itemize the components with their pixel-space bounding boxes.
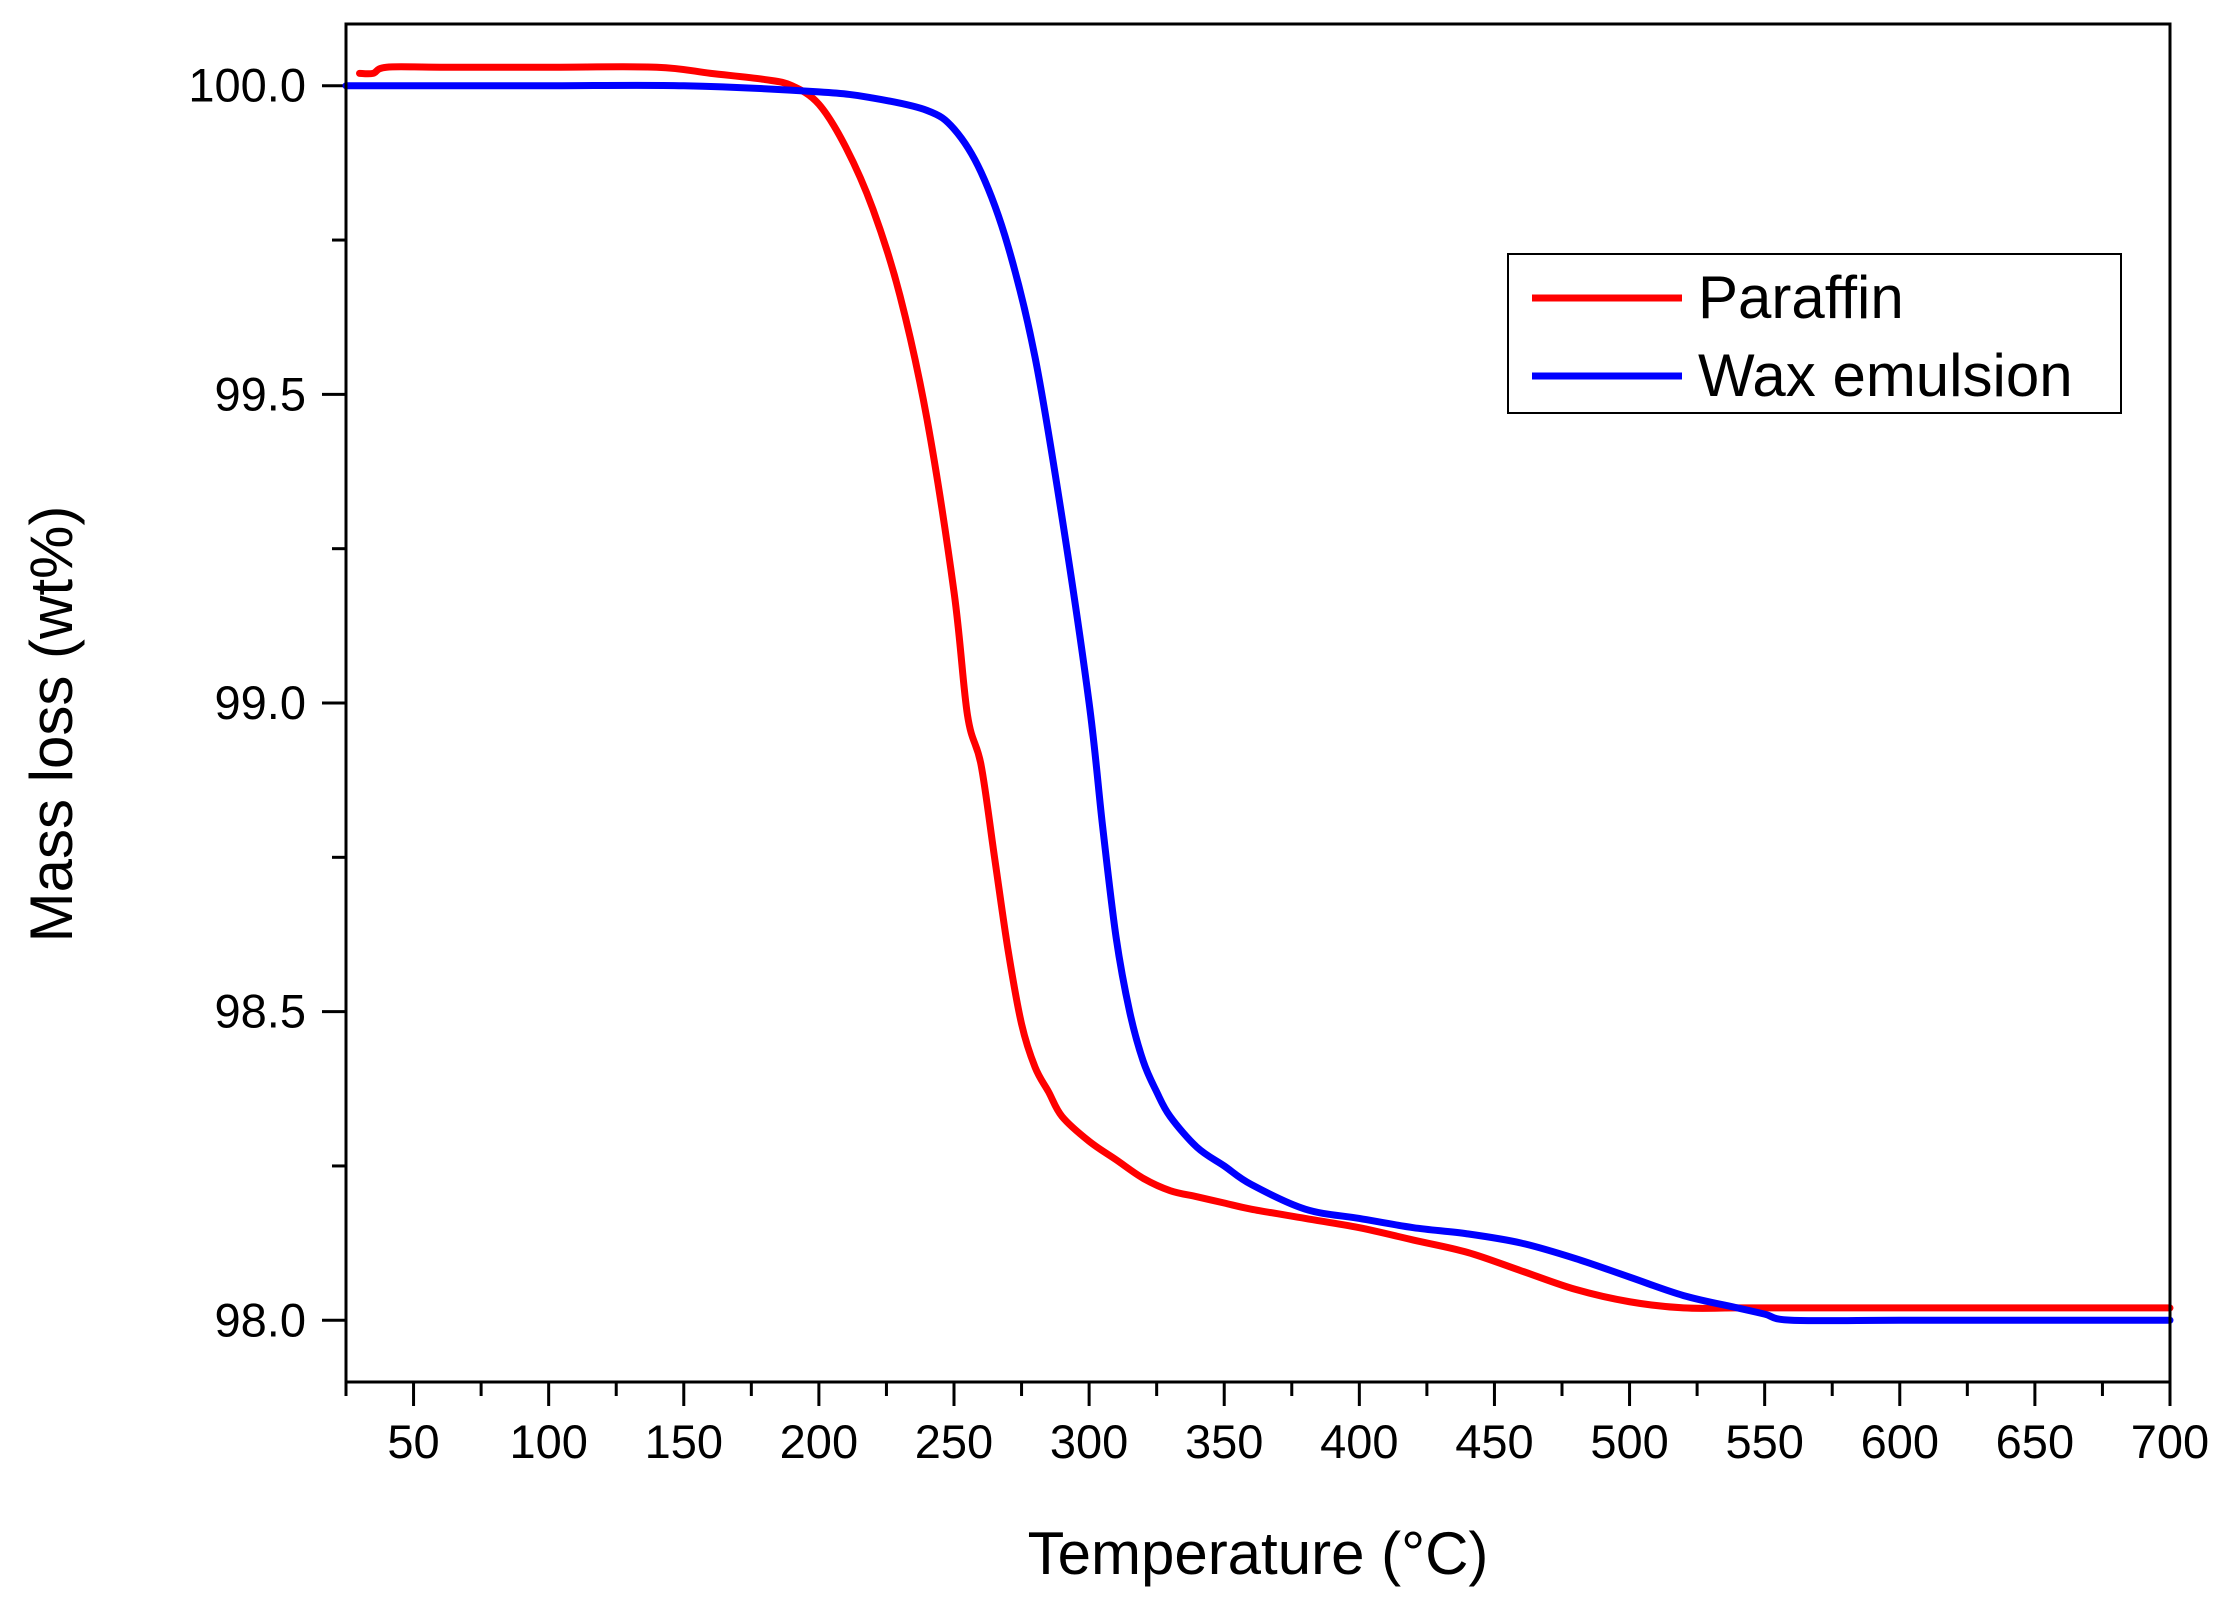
y-tick-label: 99.0 [215, 676, 306, 729]
plot-frame [344, 22, 2172, 1384]
series-line-paraffin [356, 63, 2174, 1312]
x-tick-label: 650 [1996, 1415, 2074, 1468]
x-tick-label: 200 [780, 1415, 858, 1468]
x-tick-label: 300 [1050, 1415, 1128, 1468]
y-axis-title: Mass loss (wt%) [18, 506, 85, 943]
x-tick-label: 350 [1185, 1415, 1263, 1468]
series-layer [342, 63, 2174, 1325]
x-tick-label: 150 [645, 1415, 723, 1468]
x-tick-label: 450 [1455, 1415, 1533, 1468]
legend-box [1507, 253, 2122, 414]
x-tick-label: 250 [915, 1415, 993, 1468]
x-axis-title: Temperature (°C) [1028, 1520, 1489, 1587]
x-tick-label: 550 [1725, 1415, 1803, 1468]
x-tick-label: 600 [1861, 1415, 1939, 1468]
y-tick-label: 100.0 [188, 59, 306, 112]
tick-labels: 50 100 150 200 250 300 350 400 450 500 550 600 650 70… [188, 59, 2209, 1468]
y-tick-label: 99.5 [215, 367, 306, 420]
legend-label-paraffin: Paraffin [1698, 264, 1904, 331]
x-tick-label: 100 [509, 1415, 587, 1468]
legend: Paraffin Wax emulsion [1507, 253, 2122, 414]
legend-label-wax-emulsion: Wax emulsion [1698, 342, 2073, 409]
y-tick-label: 98.5 [215, 985, 306, 1038]
x-tick-label: 400 [1320, 1415, 1398, 1468]
x-tick-label: 50 [387, 1415, 439, 1468]
y-tick-label: 98.0 [215, 1293, 306, 1346]
x-tick-label: 700 [2131, 1415, 2209, 1468]
series-line-wax-emulsion [342, 81, 2174, 1325]
x-tick-label: 500 [1590, 1415, 1668, 1468]
axis-ticks [322, 84, 2172, 1406]
